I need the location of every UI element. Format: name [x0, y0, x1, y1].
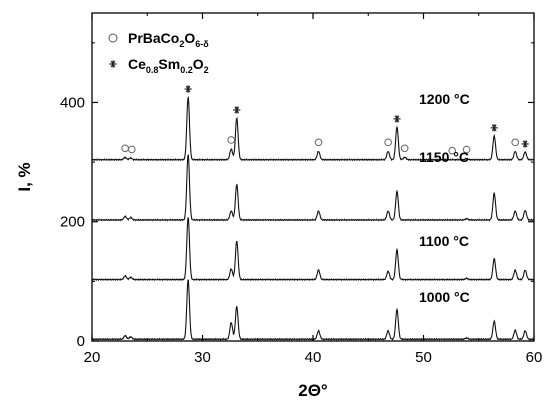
y-tick-label: 200: [60, 214, 85, 231]
phase-marker-asterisk: [393, 115, 401, 123]
phase-marker-asterisk: [184, 85, 192, 93]
phase-marker-circle: [314, 138, 323, 147]
legend-circle-marker: [108, 33, 118, 43]
phase-marker-circle: [227, 136, 236, 144]
temp-label-1150: 1150 °C: [419, 149, 469, 165]
phase-marker-circle: [384, 138, 392, 147]
x-tick-label: 30: [194, 349, 211, 366]
y-tick-label: 0: [77, 333, 85, 350]
markers-layer: [121, 85, 529, 155]
legend: PrBaCo2O6-δ Ce0.8Sm0.2O2: [108, 30, 209, 75]
phase-marker-asterisk: [521, 140, 529, 148]
legend-label-cesmo: Ce0.8Sm0.2O2: [128, 56, 209, 75]
y-tick-label: 400: [60, 94, 85, 111]
ticks-layer: 20 30 40 50 60 0 200 400: [60, 13, 542, 366]
y-axis-title: I, %: [15, 162, 34, 191]
x-tick-label: 50: [415, 349, 432, 366]
temp-label-1000: 1000 °C: [419, 289, 470, 305]
phase-marker-circle: [511, 138, 520, 147]
legend-asterisk-shape: [109, 60, 117, 68]
phase-marker-circle: [462, 145, 471, 154]
legend-label-prbaco: PrBaCo2O6-δ: [128, 30, 209, 49]
x-tick-label: 20: [84, 349, 101, 366]
phase-marker-circle: [448, 146, 457, 155]
xrd-curve-3: [91, 95, 535, 162]
x-tick-label: 40: [305, 349, 322, 366]
phase-marker-circle: [121, 144, 129, 153]
xrd-curve-1: [91, 217, 535, 282]
temp-label-1200: 1200 °C: [419, 91, 470, 107]
phase-marker-circle: [400, 144, 409, 153]
legend-asterisk-marker: [109, 60, 117, 68]
phase-marker-asterisk: [233, 106, 241, 114]
x-axis-title: 2Θ°: [298, 381, 328, 400]
phase-marker-circle: [127, 145, 136, 154]
temp-label-1100: 1100 °C: [419, 233, 469, 249]
x-tick-label: 60: [526, 349, 543, 366]
phase-marker-asterisk: [490, 124, 498, 132]
xrd-curve-2: [91, 154, 535, 222]
